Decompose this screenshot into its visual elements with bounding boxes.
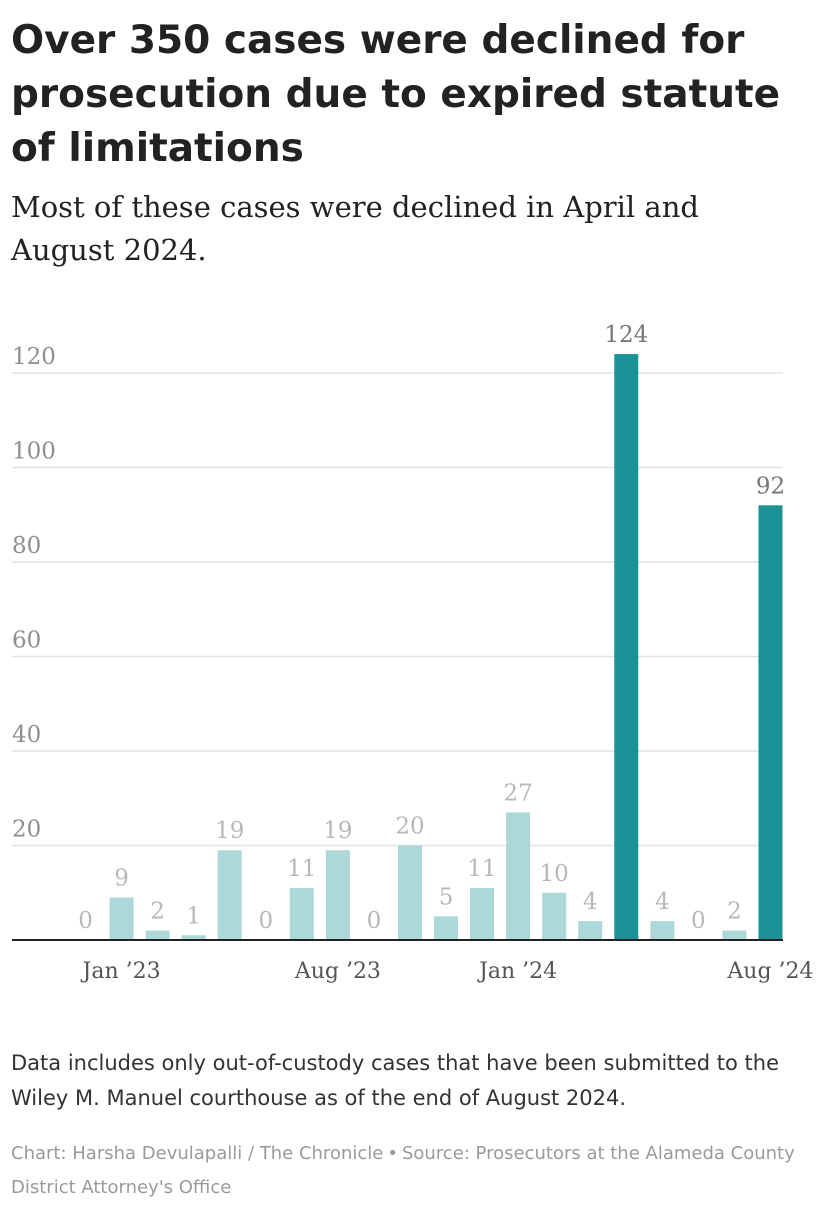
bar <box>650 921 675 940</box>
bar <box>289 888 314 940</box>
bar <box>470 888 495 940</box>
bar <box>217 850 242 940</box>
bar-value-label: 124 <box>604 322 648 348</box>
credit-source: Source: Prosecutors at the Alameda Count… <box>11 1143 795 1198</box>
bar-value-label: 5 <box>439 884 454 910</box>
gridlines: 20 40 60 80 100 120 <box>12 344 783 847</box>
y-tick-label: 60 <box>12 628 41 654</box>
bar-value-label: 0 <box>78 908 93 934</box>
y-tick-label: 20 <box>12 817 41 843</box>
bar-value-label: 4 <box>583 889 598 915</box>
bar-value-label: 2 <box>150 899 165 925</box>
x-tick-label: Aug ’23 <box>294 959 381 984</box>
bar-value-label: 0 <box>367 908 382 934</box>
y-tick-label: 80 <box>12 533 41 559</box>
credit-separator: • <box>387 1143 398 1164</box>
chart-subtitle: Most of these cases were declined in Apr… <box>11 190 699 267</box>
bar <box>109 897 134 940</box>
bar-value-label: 92 <box>756 473 785 499</box>
bar-value-label: 19 <box>215 818 244 844</box>
bar-value-label: 11 <box>287 856 316 882</box>
bar-value-label: 19 <box>323 818 352 844</box>
chart-title: Over 350 cases were declined for prosecu… <box>11 18 781 171</box>
bar <box>506 812 531 940</box>
bar <box>181 935 206 940</box>
bar-value-label: 1 <box>186 903 201 929</box>
y-tick-label: 100 <box>12 439 56 465</box>
bar-value-label: 27 <box>503 780 532 806</box>
bar-value-label: 2 <box>727 899 742 925</box>
bar <box>722 930 747 940</box>
bars <box>109 354 783 941</box>
bar-value-label: 20 <box>395 814 424 840</box>
bar <box>578 921 603 940</box>
bar <box>614 354 639 941</box>
bar-value-label: 9 <box>114 865 129 891</box>
bar <box>325 850 350 940</box>
bar <box>145 930 170 940</box>
bar <box>397 845 422 940</box>
bar-value-label: 10 <box>540 861 569 887</box>
x-tick-label: Jan ’24 <box>477 959 557 984</box>
x-tick-label: Aug ’24 <box>726 959 813 984</box>
credit-chart: Chart: Harsha Devulapalli / The Chronicl… <box>11 1143 384 1164</box>
bar-value-label: 0 <box>258 908 273 934</box>
bar-value-label: 0 <box>691 908 706 934</box>
bar-value-label: 11 <box>467 856 496 882</box>
axes: Jan ’23 Aug ’23 Jan ’24 Aug ’24 <box>12 939 814 984</box>
bar-value-label: 4 <box>655 889 670 915</box>
chart-note: Data includes only out-of-custody cases … <box>11 1051 780 1110</box>
bar <box>542 892 567 940</box>
chart-credit: Chart: Harsha Devulapalli / The Chronicl… <box>11 1137 801 1205</box>
bar <box>758 505 783 940</box>
x-tick-label: Jan ’23 <box>81 959 161 984</box>
bar <box>434 916 459 940</box>
y-tick-label: 40 <box>12 722 41 748</box>
y-tick-label: 120 <box>12 344 56 370</box>
